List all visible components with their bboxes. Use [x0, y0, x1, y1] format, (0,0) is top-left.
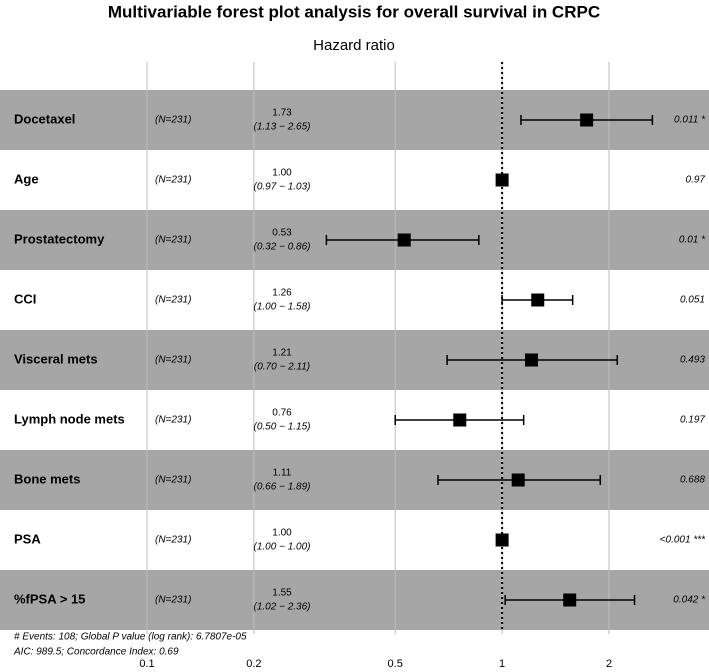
- p-label: 0.197: [680, 415, 705, 426]
- p-label: 0.051: [680, 295, 705, 306]
- ci-label: (0.66 − 1.89): [254, 482, 311, 493]
- row-band: [0, 390, 709, 450]
- hr-label: 1.26: [272, 288, 292, 299]
- row-band: [0, 150, 709, 210]
- n-label: (N=231): [155, 595, 191, 606]
- row-label: Visceral mets: [14, 351, 98, 366]
- row-band: [0, 450, 709, 510]
- hr-label: 1.11: [273, 468, 292, 479]
- chart-title: Multivariable forest plot analysis for o…: [108, 2, 600, 21]
- ci-label: (1.02 − 2.36): [254, 602, 311, 613]
- x-tick-label: 2: [606, 658, 612, 670]
- footnote: AIC: 989.5; Concordance Index: 0.69: [13, 647, 179, 658]
- n-label: (N=231): [155, 235, 191, 246]
- p-label: 0.688: [680, 475, 705, 486]
- hr-point: [563, 593, 577, 607]
- row-label: %fPSA > 15: [14, 591, 85, 606]
- p-label: 0.01 *: [679, 235, 706, 246]
- p-label: 0.97: [686, 175, 706, 186]
- row-label: PSA: [14, 531, 41, 546]
- hr-point: [531, 293, 545, 307]
- ci-label: (1.13 − 2.65): [254, 122, 311, 133]
- n-label: (N=231): [155, 415, 191, 426]
- p-label: 0.011 *: [674, 115, 706, 126]
- n-label: (N=231): [155, 475, 191, 486]
- n-label: (N=231): [155, 355, 191, 366]
- ci-label: (1.00 − 1.58): [254, 302, 311, 313]
- hr-label: 1.00: [272, 528, 292, 539]
- ci-label: (0.97 − 1.03): [254, 182, 311, 193]
- row-label: Age: [14, 171, 39, 186]
- n-label: (N=231): [155, 175, 191, 186]
- p-label: 0.042 *: [673, 595, 706, 606]
- ci-label: (0.50 − 1.15): [254, 422, 311, 433]
- row-label: Docetaxel: [14, 111, 75, 126]
- hr-label: 1.21: [272, 348, 292, 359]
- n-label: (N=231): [155, 115, 191, 126]
- row-label: Prostatectomy: [14, 231, 105, 246]
- x-tick-label: 0.5: [388, 658, 403, 670]
- hr-point: [580, 113, 594, 127]
- hr-label: 1.73: [272, 108, 292, 119]
- row-backgrounds: [0, 90, 709, 630]
- ci-label: (1.00 − 1.00): [254, 542, 311, 553]
- hr-point: [525, 353, 539, 367]
- footnote: # Events: 108; Global P value (log rank)…: [14, 632, 247, 643]
- p-label: <0.001 ***: [660, 535, 706, 546]
- x-tick-label: 0.1: [139, 658, 154, 670]
- ci-label: (0.70 − 2.11): [254, 362, 310, 373]
- x-axis-label: Hazard ratio: [313, 37, 395, 54]
- x-tick-label: 0.2: [246, 658, 261, 670]
- n-label: (N=231): [155, 535, 191, 546]
- row-label: CCI: [14, 291, 36, 306]
- hr-label: 0.53: [272, 228, 292, 239]
- hr-label: 1.55: [272, 588, 292, 599]
- hr-point: [495, 173, 509, 187]
- ci-label: (0.32 − 0.86): [254, 242, 311, 253]
- hr-point: [453, 413, 467, 427]
- hr-point: [397, 233, 411, 247]
- row-band: [0, 510, 709, 570]
- hr-label: 0.76: [272, 408, 292, 419]
- x-tick-label: 1: [499, 658, 505, 670]
- n-label: (N=231): [155, 295, 191, 306]
- row-label: Bone mets: [14, 471, 80, 486]
- p-label: 0.493: [680, 355, 705, 366]
- row-label: Lymph node mets: [14, 411, 125, 426]
- hr-label: 1.00: [272, 168, 292, 179]
- hr-point: [511, 473, 525, 487]
- hr-point: [495, 533, 509, 547]
- row-band: [0, 270, 709, 330]
